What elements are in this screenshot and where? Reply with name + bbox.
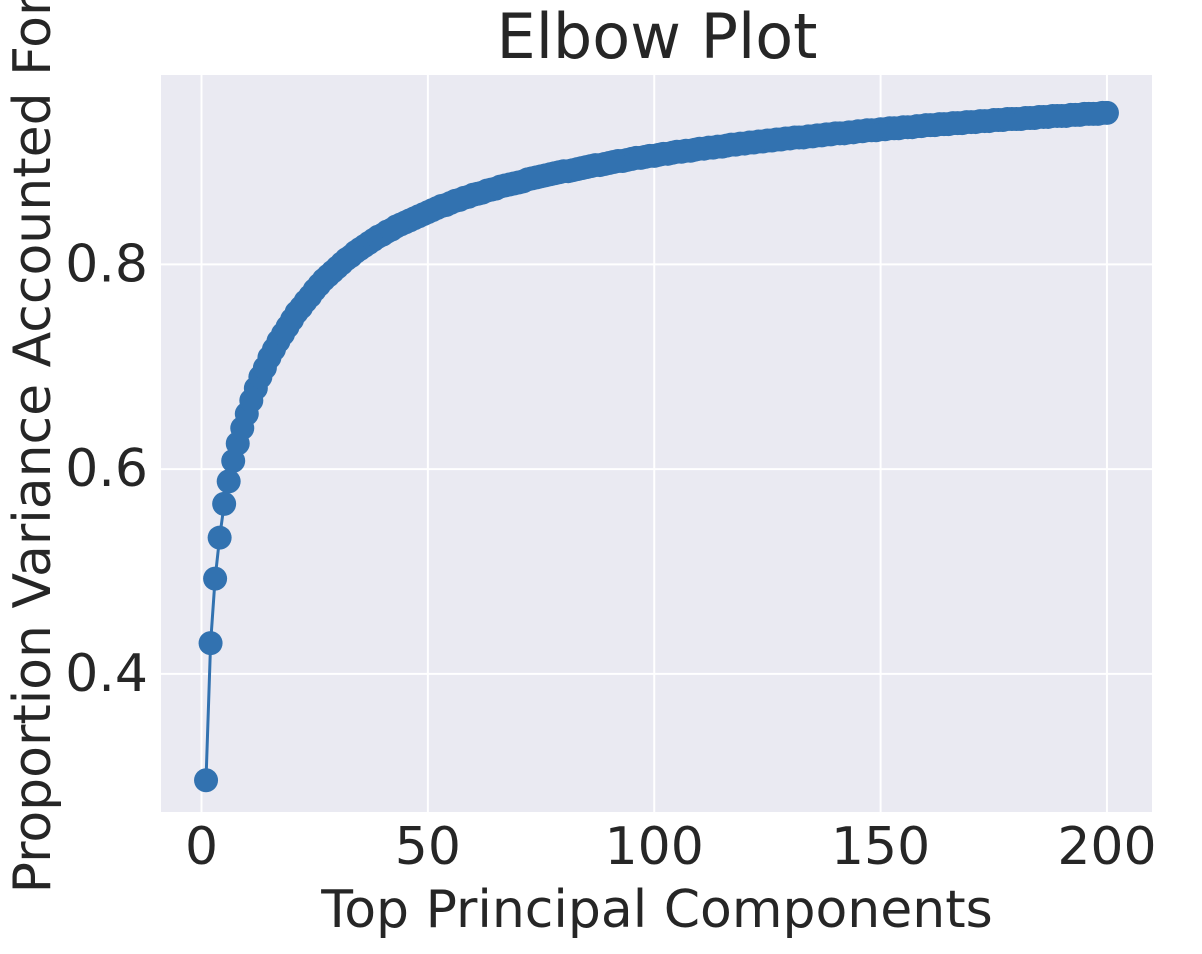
x-tick-label: 150 [831,817,930,877]
series-layer [194,100,1119,793]
y-tick-label: 0.4 [65,644,148,704]
grid-lines [161,75,1152,812]
plot-area [161,75,1152,812]
data-point [212,491,237,516]
data-point [216,469,241,494]
plot-background [161,75,1152,812]
chart-title: Elbow Plot [497,0,818,73]
data-point [203,566,228,591]
y-tick-label: 0.8 [65,234,148,294]
data-point [194,768,219,793]
x-tick-label: 100 [605,817,704,877]
data-point [207,525,232,550]
x-tick-label: 50 [395,817,461,877]
y-axis-label: Proportion Variance Accounted For [3,0,63,893]
y-tick-labels: 0.4 0.6 0.8 [65,234,148,703]
y-tick-label: 0.6 [65,439,148,499]
x-tick-label: 0 [185,817,218,877]
data-point [198,631,223,656]
x-tick-label: 200 [1057,817,1156,877]
x-tick-labels: 0 50 100 150 200 [185,817,1157,877]
data-point [1094,100,1119,125]
x-axis-label: Top Principal Components [320,880,992,940]
